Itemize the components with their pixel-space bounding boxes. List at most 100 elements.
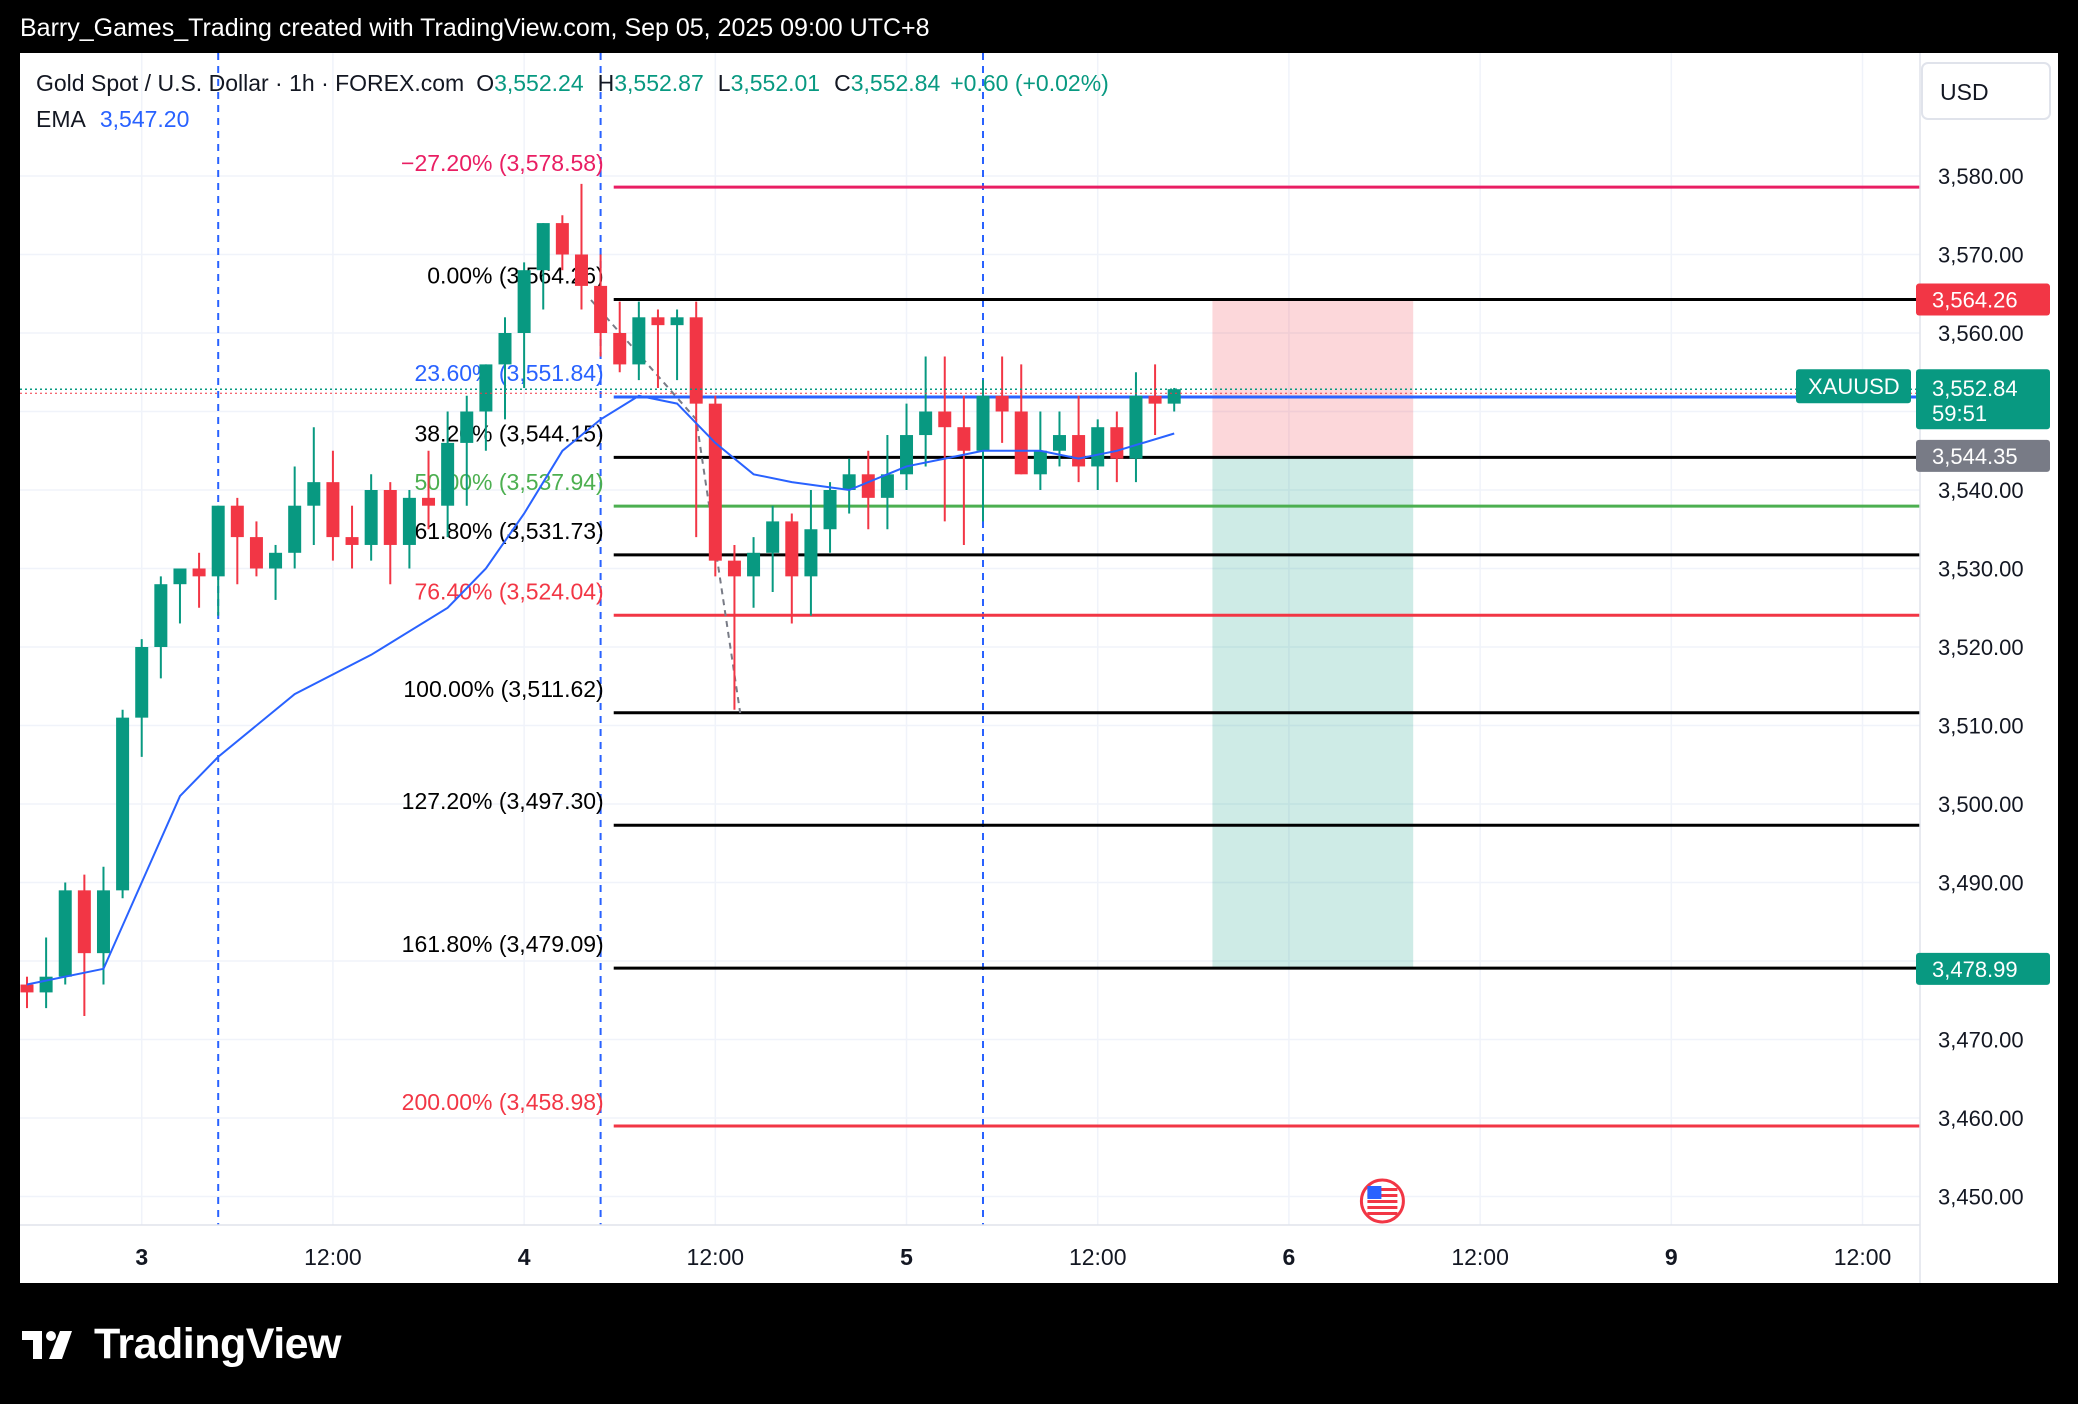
price-tick-label: 3,510.00 [1938, 714, 2024, 739]
price-tag [1916, 283, 2050, 316]
current-price-tag [1916, 369, 2050, 430]
candle-body [249, 537, 263, 569]
candle-body [326, 482, 340, 538]
us-flag-stripe [1367, 1194, 1398, 1197]
candle-body [307, 482, 321, 506]
candle-body [1052, 435, 1066, 451]
candle-body [1033, 450, 1047, 475]
time-tick-label: 6 [1283, 1244, 1296, 1270]
price-chart[interactable]: −27.20% (3,578.58)0.00% (3,564.26)23.60%… [20, 53, 2058, 1283]
ema-legend[interactable]: EMA 3,547.20 [36, 106, 189, 132]
candle-body [613, 333, 627, 365]
candle-body [517, 270, 531, 333]
candle-body [192, 568, 206, 577]
price-tag [1916, 952, 2050, 985]
currency-selector[interactable] [1921, 62, 2051, 120]
candle-body [402, 497, 416, 545]
time-tick-label: 5 [900, 1244, 913, 1270]
candle-body [1110, 427, 1124, 459]
fib-level-label: −27.20% (3,578.58) [401, 150, 604, 176]
time-tick-label: 12:00 [687, 1244, 745, 1270]
price-tag-value: 3,544.35 [1932, 444, 2018, 469]
price-tick-label: 3,560.00 [1938, 321, 2024, 346]
candle-body [288, 505, 302, 553]
price-tag [1916, 439, 2050, 472]
fib-level-label: 161.80% (3,479.09) [402, 931, 604, 957]
candle-body [460, 411, 474, 443]
time-tick-label: 12:00 [1069, 1244, 1127, 1270]
time-tick-label: 12:00 [304, 1244, 362, 1270]
economic-event[interactable] [1359, 1178, 1405, 1224]
candle-body [995, 395, 1009, 412]
short-position-tool[interactable] [1212, 299, 1414, 969]
candle-body [383, 490, 397, 545]
candle-body [1091, 427, 1105, 467]
candle-body [594, 285, 608, 333]
tradingview-footer: TradingView [22, 1320, 342, 1369]
current-price-value: 3,552.84 [1932, 376, 2018, 401]
candle-body [364, 490, 378, 545]
candle-body [880, 474, 894, 498]
price-tick-label: 3,470.00 [1938, 1028, 2024, 1053]
price-tag-value: 3,564.26 [1932, 288, 2018, 313]
price-tick-label: 3,580.00 [1938, 164, 2024, 189]
candle-body [1167, 389, 1181, 404]
fib-level-label: 200.00% (3,458.98) [402, 1089, 604, 1115]
price-tag-value: 3,478.99 [1932, 957, 2018, 982]
fib-extension-tool[interactable]: −27.20% (3,578.58)0.00% (3,564.26)23.60%… [401, 150, 1920, 1128]
candle-body [498, 333, 512, 365]
candle-body [689, 317, 703, 404]
candle-body [804, 529, 818, 577]
time-tick-label: 12:00 [1834, 1244, 1892, 1270]
grid [20, 53, 1920, 1225]
candle-body [957, 427, 971, 451]
symbol-title[interactable]: Gold Spot / U.S. Dollar · 1h · FOREX.com… [36, 70, 1109, 96]
candle-body [77, 890, 91, 954]
price-axis-background [1920, 53, 2058, 1283]
fib-level-label: 38.20% (3,544.15) [414, 420, 603, 446]
time-tick-label: 3 [135, 1244, 148, 1270]
last-price-line [20, 388, 1920, 394]
candle-body [20, 984, 34, 993]
candle-body [116, 717, 130, 891]
time-axis[interactable]: 3 12:00 4 12:00 5 12:00 6 12:00 9 12:00 [20, 1224, 1920, 1270]
fib-level-label: 76.40% (3,524.04) [414, 578, 603, 604]
fib-level-label: 61.80% (3,531.73) [414, 518, 603, 544]
candle-body [938, 411, 952, 428]
candle-body [747, 552, 761, 577]
price-tick-label: 3,570.00 [1938, 243, 2024, 268]
candle-body [1148, 395, 1162, 404]
session-breaks [217, 53, 984, 1225]
price-tick-label: 3,490.00 [1938, 871, 2024, 896]
candle-body [422, 497, 436, 506]
candle-body [842, 474, 856, 490]
candle-body [785, 521, 799, 577]
symbol-tag-label: XAUUSD [1808, 374, 1900, 399]
currency-label[interactable]: USD [1940, 79, 1989, 105]
price-axis[interactable]: 3,580.00 3,570.00 3,560.00 3,540.00 3,530.00… [1919, 53, 2058, 1283]
candle-body [1072, 435, 1086, 467]
fib-level-label: 0.00% (3,564.26) [427, 263, 603, 289]
fib-level-label: 127.20% (3,497.30) [402, 788, 604, 814]
candle-body [823, 490, 837, 530]
us-flag-stripe [1367, 1200, 1398, 1203]
us-flag-stripe [1367, 1206, 1398, 1209]
candle-body [345, 537, 359, 545]
candle-body [96, 890, 110, 954]
time-tick-label: 12:00 [1451, 1244, 1509, 1270]
candle-body [919, 411, 933, 436]
candle-body [670, 317, 684, 326]
price-tick-label: 3,530.00 [1938, 557, 2024, 582]
candle-body [230, 505, 244, 538]
candle-body [154, 584, 168, 647]
us-flag-canton [1367, 1186, 1382, 1199]
us-flag-stripe [1367, 1188, 1398, 1191]
chart-credit: Barry_Games_Trading created with Trading… [20, 14, 930, 42]
time-tick-label: 4 [518, 1244, 531, 1270]
chart-panel[interactable]: −27.20% (3,578.58) 0.00% (3,564.26) 23.60%… [20, 53, 2058, 1283]
candle-body [135, 647, 149, 718]
candle-body [1014, 411, 1028, 475]
time-tick-label: 9 [1665, 1244, 1678, 1270]
candle-body [651, 317, 665, 326]
